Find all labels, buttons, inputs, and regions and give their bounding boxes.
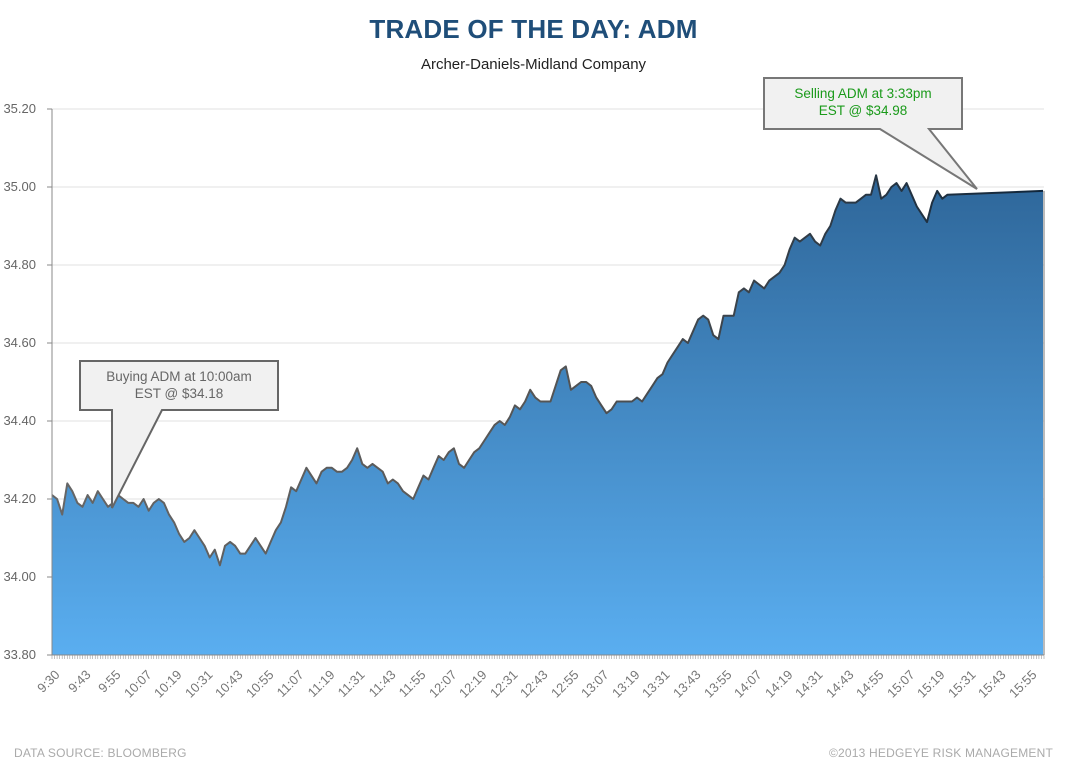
chart-subtitle: Archer-Daniels-Midland Company	[420, 56, 647, 73]
price-line	[51, 174, 1044, 567]
callouts	[79, 77, 978, 509]
y-tick-label: 33.80	[3, 647, 36, 662]
sell-annotation: Selling ADM at 3:33pm EST @ $34.98	[764, 85, 962, 119]
axes	[47, 108, 1045, 659]
buy-annotation-line1: Buying ADM at 10:00am	[106, 369, 252, 384]
y-tick-label: 34.00	[3, 569, 36, 584]
y-tick-label: 35.20	[3, 101, 36, 116]
buy-annotation-line2: EST @ $34.18	[134, 386, 224, 401]
y-tick-label: 34.80	[3, 257, 36, 272]
y-tick-label: 35.00	[3, 179, 36, 194]
y-tick-label: 34.60	[3, 335, 36, 350]
copyright-label: ©2013 HEDGEYE RISK MANAGEMENT	[828, 746, 1053, 760]
sell-annotation-line1: Selling ADM at 3:33pm	[794, 86, 932, 101]
data-source-label: DATA SOURCE: BLOOMBERG	[14, 746, 187, 760]
buy-annotation: Buying ADM at 10:00am EST @ $34.18	[80, 368, 278, 402]
y-tick-label: 34.20	[3, 491, 36, 506]
sell-annotation-line2: EST @ $34.98	[818, 103, 908, 118]
chart-title: TRADE OF THE DAY: ADM	[369, 14, 698, 44]
price-area-fill	[52, 175, 1043, 656]
y-tick-label: 34.40	[3, 413, 36, 428]
